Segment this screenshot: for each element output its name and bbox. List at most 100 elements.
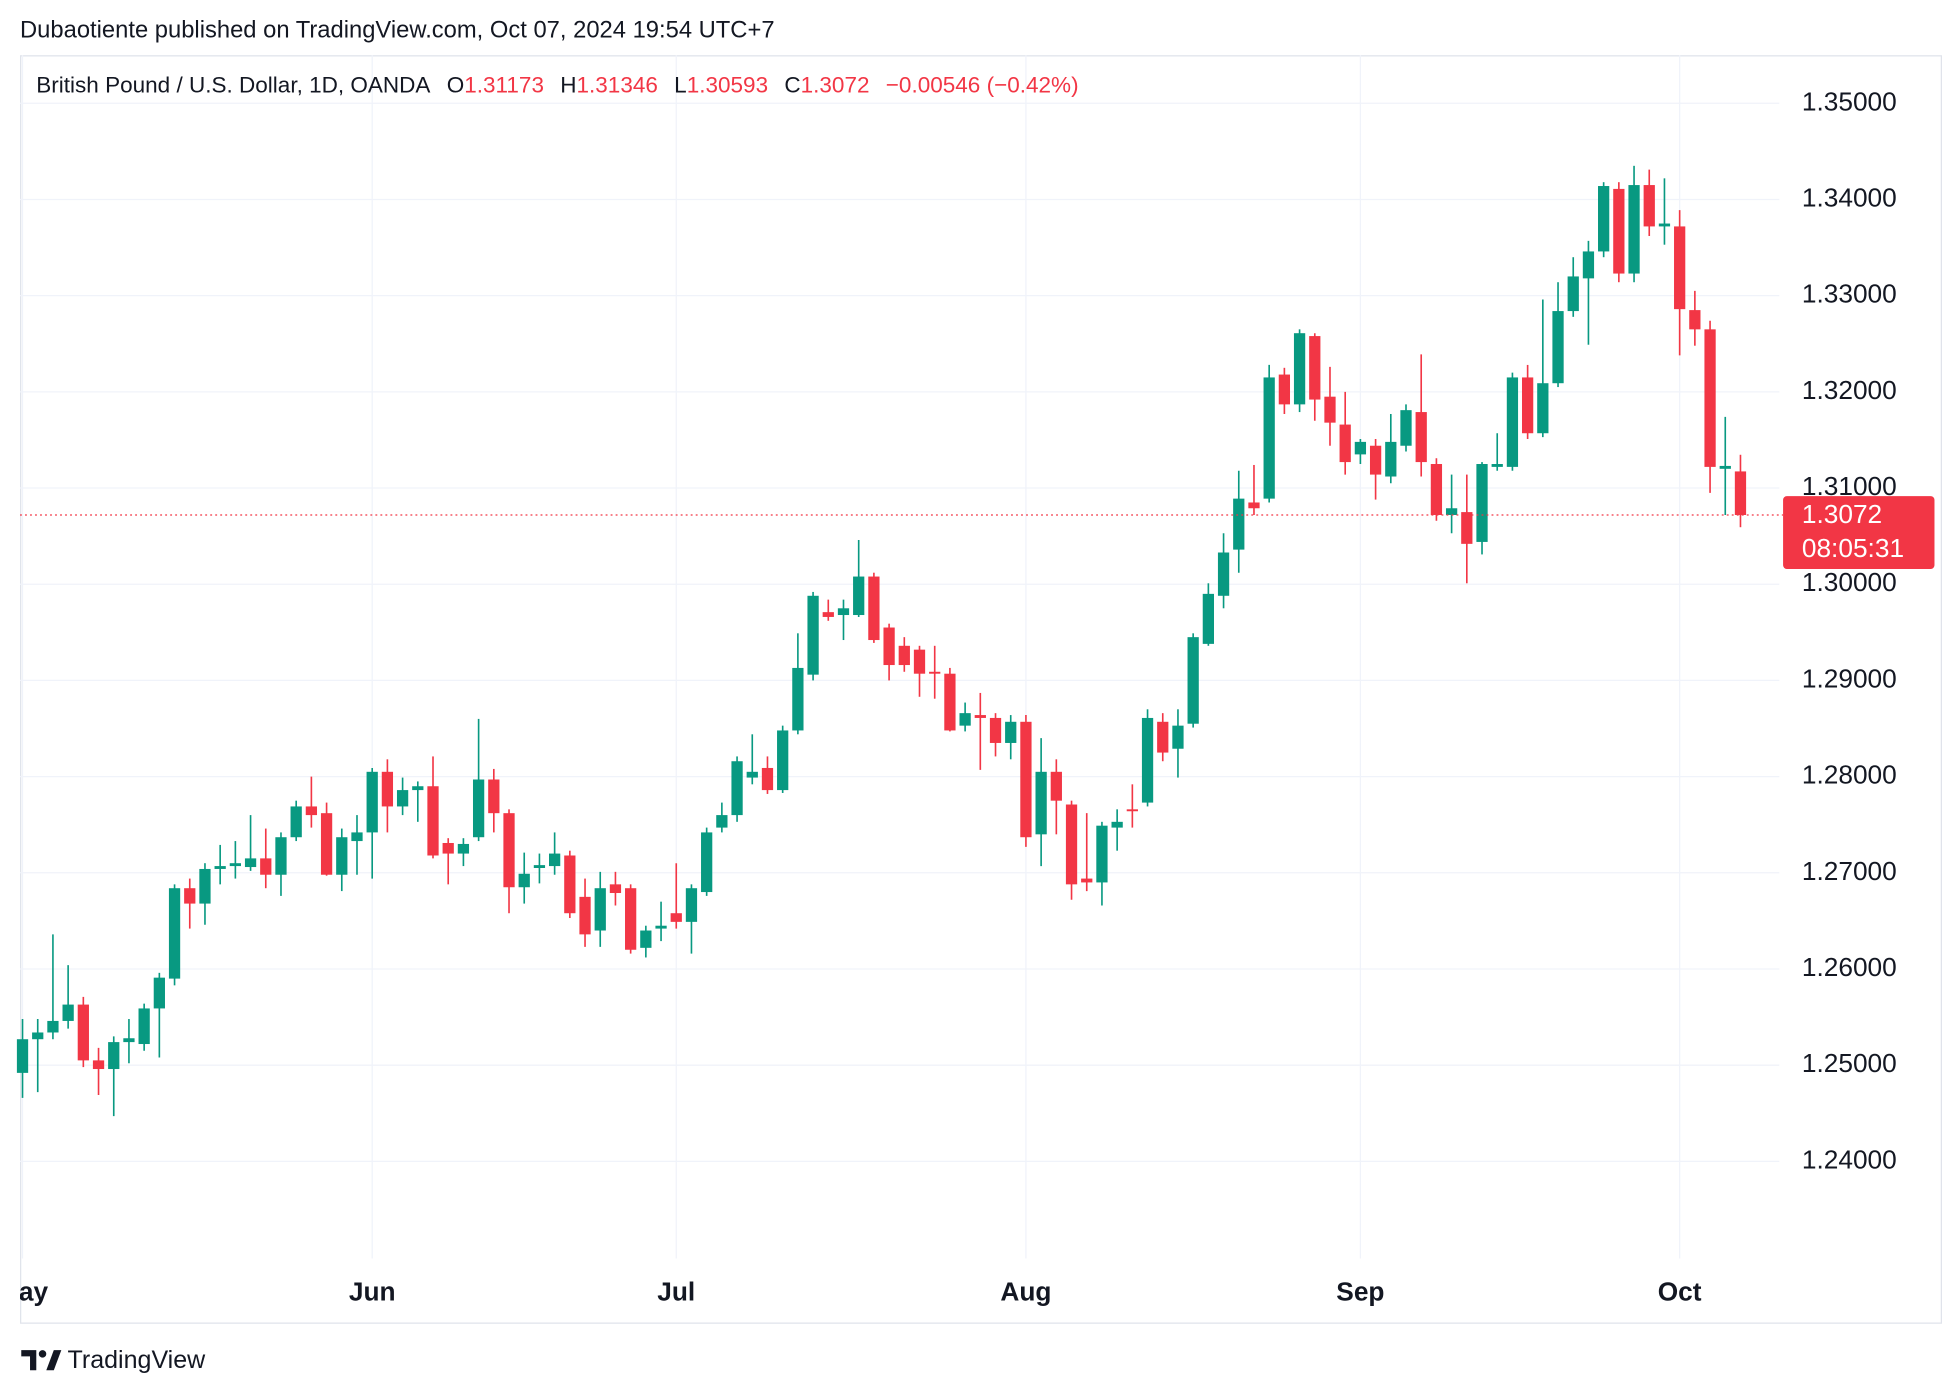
candle-body bbox=[1035, 771, 1047, 835]
candle-body bbox=[1643, 185, 1655, 227]
y-tick-label: 1.24000 bbox=[1802, 1144, 1897, 1174]
candle-body bbox=[229, 863, 241, 867]
candle-body bbox=[472, 779, 485, 838]
candle-body bbox=[655, 925, 667, 929]
candle-body bbox=[1111, 821, 1123, 828]
candle-body bbox=[168, 888, 181, 979]
x-tick-label: Oct bbox=[1658, 1277, 1702, 1307]
candle-body bbox=[1233, 498, 1245, 550]
candle-body bbox=[1354, 441, 1367, 455]
candle-body bbox=[989, 717, 1002, 743]
candle-body bbox=[1096, 825, 1108, 883]
candle-body bbox=[503, 813, 515, 888]
candle-body bbox=[761, 767, 774, 791]
candle-body bbox=[594, 888, 606, 931]
candle-body bbox=[1217, 552, 1230, 596]
candle-body bbox=[1719, 465, 1731, 469]
logo-shape bbox=[46, 1350, 62, 1371]
candle-body bbox=[822, 612, 834, 617]
x-tick-label: Sep bbox=[1336, 1277, 1384, 1307]
y-tick-label: 1.29000 bbox=[1802, 663, 1897, 693]
candle-body bbox=[184, 888, 196, 904]
candle-body bbox=[1157, 721, 1169, 753]
candle-body bbox=[1734, 471, 1747, 515]
candle-body bbox=[1445, 508, 1458, 515]
candle-body bbox=[792, 667, 804, 731]
candle-body bbox=[320, 813, 333, 875]
candle-body bbox=[701, 832, 713, 893]
candle-body bbox=[1521, 377, 1534, 434]
candle-body bbox=[381, 771, 394, 807]
candle-body bbox=[305, 806, 318, 816]
ohlc-value: 1.30593 bbox=[687, 73, 768, 98]
change-value: −0.00546 (−0.42%) bbox=[886, 73, 1079, 98]
y-tick-label: 1.28000 bbox=[1802, 760, 1897, 790]
axes: 1.24000 1.25000 1.26000 1.27000 1.28000 1.290… bbox=[0, 86, 1897, 1307]
candle-body bbox=[153, 977, 165, 1009]
last-price-label: 1.3072 bbox=[1802, 499, 1882, 529]
candle-body bbox=[427, 786, 439, 856]
ohlc-value: 1.31173 bbox=[464, 73, 544, 98]
last-price-marker: 1.3072 08:05:31 bbox=[20, 496, 1935, 569]
candle-body bbox=[488, 779, 500, 814]
candle-body bbox=[913, 649, 926, 674]
candle-body bbox=[807, 595, 819, 675]
x-tick-label: May bbox=[0, 1277, 48, 1307]
candle-body bbox=[609, 884, 622, 894]
y-tick-label: 1.25000 bbox=[1802, 1048, 1897, 1078]
candle-body bbox=[199, 868, 211, 904]
candle-body bbox=[1689, 310, 1701, 330]
candle-body bbox=[244, 858, 257, 868]
candle-body bbox=[47, 1020, 59, 1033]
candle-body bbox=[959, 713, 971, 726]
x-tick-label: Jul bbox=[657, 1277, 695, 1307]
candle-body bbox=[731, 761, 743, 816]
y-tick-label: 1.27000 bbox=[1802, 856, 1897, 886]
ohlc-label: O bbox=[447, 73, 465, 98]
candle-body bbox=[336, 837, 348, 875]
candle-body bbox=[1263, 377, 1275, 499]
candle-body bbox=[1187, 637, 1199, 724]
candle-body bbox=[670, 913, 682, 922]
candle-body bbox=[1141, 717, 1154, 803]
candle-body bbox=[1005, 721, 1017, 743]
candle-body bbox=[396, 790, 409, 807]
candle-body bbox=[16, 1039, 29, 1073]
candle-body bbox=[518, 873, 530, 888]
candle-body bbox=[883, 627, 895, 666]
y-tick-label: 1.34000 bbox=[1802, 182, 1897, 212]
candle-body bbox=[685, 888, 698, 922]
candle-body bbox=[92, 1060, 105, 1070]
candle-body bbox=[1050, 771, 1062, 801]
candle-body bbox=[1065, 804, 1078, 885]
candle-body bbox=[351, 832, 363, 842]
countdown-label: 08:05:31 bbox=[1802, 533, 1904, 563]
candle-body bbox=[579, 896, 591, 935]
candle-body bbox=[1582, 251, 1595, 279]
candle-body bbox=[1567, 276, 1579, 312]
candle-body bbox=[1309, 336, 1321, 400]
candle-body bbox=[944, 673, 956, 731]
grid bbox=[20, 55, 1780, 1259]
candle-body bbox=[1020, 721, 1032, 838]
candle-body bbox=[457, 843, 470, 854]
logo-shape bbox=[38, 1350, 47, 1358]
candle-body bbox=[549, 853, 561, 867]
candle-body bbox=[533, 865, 546, 868]
candle-body bbox=[929, 671, 941, 674]
candle-body bbox=[1126, 809, 1138, 812]
symbol-title: British Pound / U.S. Dollar, 1D, OANDA bbox=[36, 73, 430, 98]
y-tick-label: 1.31000 bbox=[1802, 471, 1897, 501]
candle-body bbox=[837, 608, 850, 616]
candle-body bbox=[1704, 329, 1716, 467]
candle-body bbox=[898, 645, 910, 666]
candle-body bbox=[564, 855, 576, 914]
y-tick-label: 1.35000 bbox=[1802, 86, 1897, 116]
candle-body bbox=[108, 1042, 120, 1070]
candle-body bbox=[1658, 223, 1671, 227]
candle-body bbox=[1400, 410, 1412, 446]
candle-body bbox=[123, 1038, 135, 1043]
x-tick-label: Jun bbox=[349, 1277, 396, 1307]
candles bbox=[16, 165, 1747, 1117]
